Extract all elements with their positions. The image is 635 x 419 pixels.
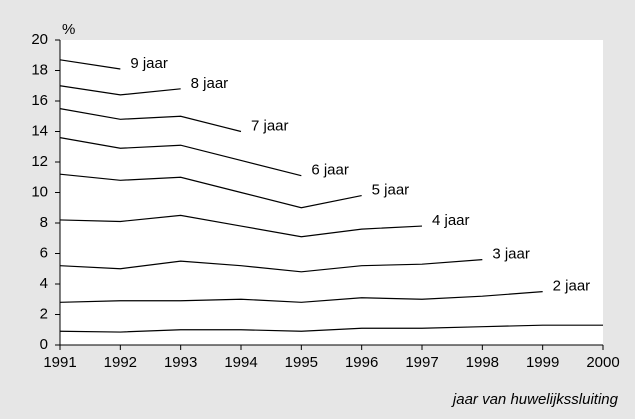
series-label: 9 jaar [130, 55, 168, 72]
y-tick-label: 6 [40, 244, 48, 261]
series-label: 6 jaar [311, 162, 349, 179]
series-label: 8 jaar [191, 75, 229, 92]
plot-area [60, 40, 603, 345]
x-tick-label: 2000 [586, 354, 619, 371]
x-tick-label: 1991 [43, 354, 76, 371]
series-line [59, 173, 362, 209]
x-tick-label: 1994 [224, 354, 257, 371]
y-tick-label: 2 [40, 305, 48, 322]
series-line [59, 291, 543, 303]
x-tick-label: 1999 [526, 354, 559, 371]
y-tick-label: 18 [31, 61, 48, 78]
y-tick-label: 14 [31, 122, 48, 139]
y-tick-label: 12 [31, 153, 48, 170]
y-tick-label: 16 [31, 92, 48, 109]
y-axis-label: % [62, 21, 75, 38]
series-label: 7 jaar [251, 117, 289, 134]
x-axis-label: jaar van huwelijkssluiting [451, 391, 619, 408]
y-tick-label: 8 [40, 214, 48, 231]
series-line [59, 259, 483, 273]
y-tick-label: 10 [31, 183, 48, 200]
x-tick-label: 1992 [104, 354, 137, 371]
series-label: 2 jaar [553, 278, 591, 295]
series-label: 5 jaar [372, 182, 410, 199]
series-line [59, 324, 603, 333]
x-tick-label: 1997 [405, 354, 438, 371]
series-label: 4 jaar [432, 212, 470, 229]
series-line [59, 214, 423, 238]
y-tick-label: 20 [31, 31, 48, 48]
x-tick-label: 1993 [164, 354, 197, 371]
x-tick-label: 1998 [466, 354, 499, 371]
y-tick-label: 4 [40, 275, 48, 292]
x-tick-label: 1995 [285, 354, 318, 371]
y-tick-label: 0 [40, 336, 48, 353]
series-line [59, 85, 181, 96]
series-line [59, 137, 302, 177]
series-line [59, 59, 121, 70]
series-label: 3 jaar [492, 246, 530, 263]
x-tick-label: 1996 [345, 354, 378, 371]
series-line [59, 108, 242, 133]
